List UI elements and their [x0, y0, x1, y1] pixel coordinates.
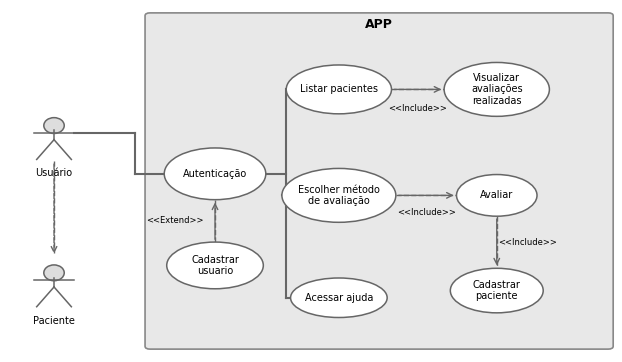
- Text: <<Include>>: <<Include>>: [498, 238, 557, 247]
- Text: APP: APP: [365, 18, 393, 31]
- Text: Cadastrar
paciente: Cadastrar paciente: [473, 280, 521, 301]
- Ellipse shape: [286, 65, 391, 114]
- Text: Cadastrar
usuario: Cadastrar usuario: [191, 254, 239, 276]
- Ellipse shape: [457, 174, 537, 216]
- FancyBboxPatch shape: [145, 13, 613, 349]
- Ellipse shape: [44, 265, 64, 281]
- Text: <<Include>>: <<Include>>: [388, 104, 447, 113]
- Ellipse shape: [290, 278, 387, 317]
- Ellipse shape: [44, 118, 64, 134]
- Text: Listar pacientes: Listar pacientes: [300, 84, 378, 94]
- Ellipse shape: [167, 242, 263, 289]
- Text: <<Include>>: <<Include>>: [397, 208, 455, 217]
- Text: Escolher método
de avaliação: Escolher método de avaliação: [298, 185, 380, 206]
- Text: Paciente: Paciente: [33, 316, 75, 326]
- Text: Avaliar: Avaliar: [480, 190, 513, 201]
- Text: Visualizar
avaliações
realizadas: Visualizar avaliações realizadas: [471, 73, 522, 106]
- Ellipse shape: [444, 63, 549, 116]
- Ellipse shape: [282, 168, 396, 222]
- Ellipse shape: [450, 268, 543, 313]
- Ellipse shape: [164, 148, 266, 200]
- Text: Usuário: Usuário: [35, 168, 73, 178]
- Text: <<Extend>>: <<Extend>>: [146, 216, 203, 226]
- Text: Autenticação: Autenticação: [183, 169, 247, 179]
- Text: Acessar ajuda: Acessar ajuda: [305, 293, 373, 303]
